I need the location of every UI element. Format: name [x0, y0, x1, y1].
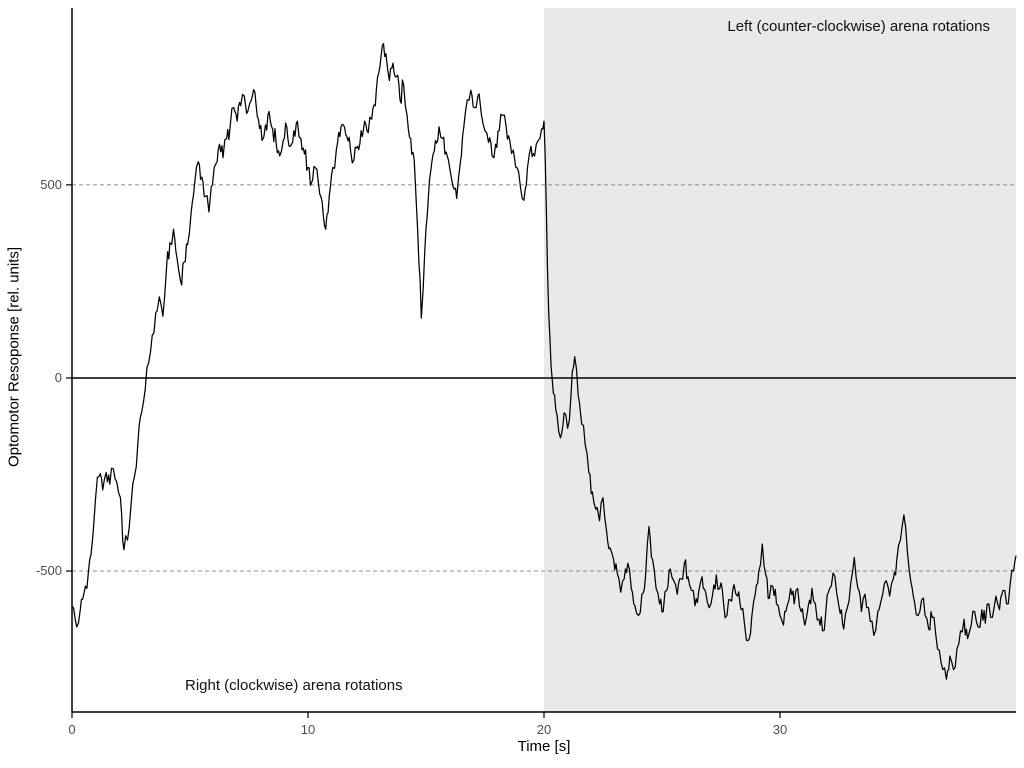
x-axis-title: Time [s] [517, 738, 571, 755]
annotation-right-rotations: Right (clockwise) arena rotations [185, 677, 403, 694]
shaded-region [544, 8, 1016, 712]
y-tick-label: 500 [40, 177, 62, 192]
y-tick-label: 0 [55, 370, 62, 385]
annotation-left-rotations: Left (counter-clockwise) arena rotations [727, 18, 990, 35]
y-axis-title: Optomotor Resoponse [rel. units] [5, 246, 23, 468]
response-trace [71, 42, 1017, 680]
y-tick-label: -500 [36, 563, 62, 578]
x-tick-label: 20 [537, 722, 551, 737]
x-tick-label: 30 [773, 722, 787, 737]
x-tick-label: 10 [301, 722, 315, 737]
x-tick-label: 0 [68, 722, 75, 737]
